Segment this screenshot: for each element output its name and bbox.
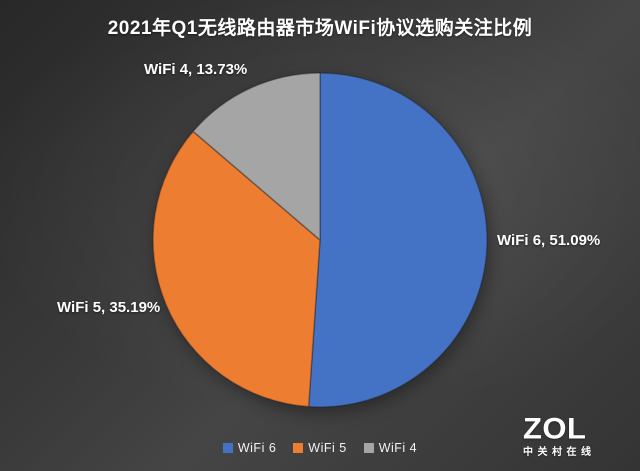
legend-swatch-wifi5-icon (293, 443, 304, 453)
pie-slice-wifi5 (152, 130, 321, 408)
pie-slice-wifi4 (192, 72, 321, 241)
zol-watermark: ZOL 中关村在线 (523, 414, 596, 458)
legend-item-wifi5: WiFi 5 (293, 441, 346, 455)
data-label-wifi5: WiFi 5, 35.19% (57, 299, 161, 316)
pie-slice-wifi6 (307, 72, 488, 408)
legend-swatch-wifi6-icon (222, 443, 233, 453)
zol-logo-text: ZOL (523, 412, 587, 446)
zol-logo-subtext: 中关村在线 (523, 447, 596, 458)
chart-title: 2021年Q1无线路由器市场WiFi协议选购关注比例 (107, 18, 533, 39)
legend-item-wifi6: WiFi 6 (222, 441, 277, 455)
legend-swatch-wifi4-icon (363, 443, 374, 453)
legend-label-wifi6: WiFi 6 (237, 441, 277, 455)
legend-label-wifi5: WiFi 5 (308, 441, 347, 455)
legend-item-wifi4: WiFi 4 (363, 441, 418, 455)
data-label-wifi6: WiFi 6, 51.09% (497, 232, 601, 249)
data-label-wifi4: WiFi 4, 13.73% (144, 61, 248, 78)
legend-label-wifi4: WiFi 4 (378, 441, 418, 455)
chart-legend: WiFi 6 WiFi 5 WiFi 4 (0, 441, 640, 455)
